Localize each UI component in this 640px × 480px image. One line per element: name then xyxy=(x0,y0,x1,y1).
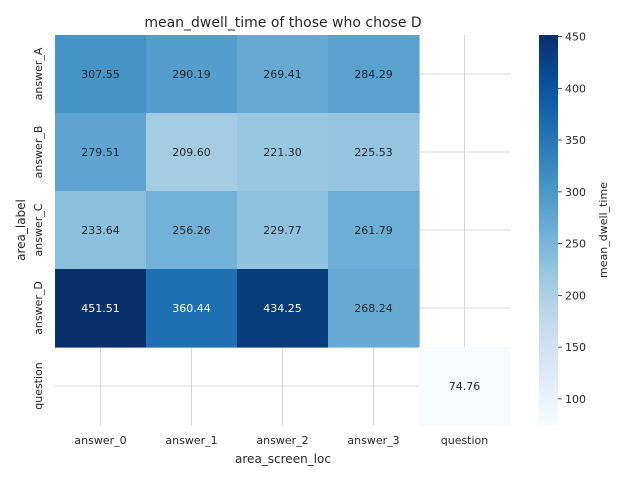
heatmap-cell xyxy=(146,35,238,114)
cell-value-label: 74.76 xyxy=(449,380,481,393)
heatmap-cell xyxy=(237,113,329,192)
x-tick-label: answer_2 xyxy=(256,434,308,447)
cell-value-label: 225.53 xyxy=(354,146,393,159)
heatmap-cell xyxy=(328,35,420,114)
colorbar-tick-label: 350 xyxy=(565,134,586,147)
heatmap-cell xyxy=(55,269,147,348)
cell-value-label: 229.77 xyxy=(263,224,302,237)
colorbar-label: mean_dwell_time xyxy=(597,182,610,278)
colorbar-tick-label: 200 xyxy=(565,289,586,302)
heatmap-cell xyxy=(237,35,329,114)
y-tick-label: question xyxy=(32,362,45,410)
heatmap-cell xyxy=(328,113,420,192)
cell-value-label: 209.60 xyxy=(172,146,211,159)
colorbar xyxy=(539,35,558,425)
cell-value-label: 284.29 xyxy=(354,68,393,81)
colorbar-tick-label: 250 xyxy=(565,238,586,251)
cell-value-label: 279.51 xyxy=(81,146,120,159)
heatmap-cell xyxy=(237,191,329,270)
heatmap-cell xyxy=(328,191,420,270)
y-tick-label: answer_A xyxy=(32,47,45,100)
heatmap-cell xyxy=(419,347,511,426)
cell-value-label: 307.55 xyxy=(81,68,120,81)
cell-value-label: 269.41 xyxy=(263,68,302,81)
heatmap-cell xyxy=(55,35,147,114)
cell-value-label: 434.25 xyxy=(263,302,302,315)
heatmap-cell xyxy=(146,269,238,348)
colorbar-tick-label: 450 xyxy=(565,31,586,44)
cell-value-labels: 307.55 290.19 269.41 284.29 279.51 209.60 221.… xyxy=(81,68,480,393)
cell-value-label: 268.24 xyxy=(354,302,393,315)
colorbar-tick-label: 100 xyxy=(565,393,586,406)
x-tick-labels: answer_0 answer_1 answer_2 answer_3 question xyxy=(74,434,488,447)
colorbar-tick-label: 400 xyxy=(565,82,586,95)
y-tick-label: answer_B xyxy=(32,126,45,179)
chart-title: mean_dwell_time of those who chose D xyxy=(144,15,421,31)
heatmap-cell xyxy=(237,269,329,348)
cell-value-label: 290.19 xyxy=(172,68,211,81)
colorbar-tick-label: 300 xyxy=(565,186,586,199)
heatmap-cell xyxy=(55,191,147,270)
cell-value-label: 360.44 xyxy=(172,302,211,315)
cell-value-label: 233.64 xyxy=(81,224,120,237)
colorbar-tick-label: 150 xyxy=(565,341,586,354)
y-tick-label: answer_C xyxy=(32,203,45,256)
cell-value-label: 261.79 xyxy=(354,224,393,237)
cell-value-label: 221.30 xyxy=(263,146,302,159)
x-tick-label: answer_3 xyxy=(347,434,399,447)
y-tick-label: answer_D xyxy=(32,281,45,335)
heatmap-cells xyxy=(55,35,511,426)
cell-value-label: 256.26 xyxy=(172,224,211,237)
colorbar-ticks: 100 150 200 250 300 350 400 450 xyxy=(558,31,586,406)
heatmap-cell xyxy=(328,269,420,348)
heatmap-cell xyxy=(146,191,238,270)
heatmap-cell xyxy=(146,113,238,192)
x-tick-label: answer_0 xyxy=(74,434,126,447)
x-tick-label: answer_1 xyxy=(165,434,217,447)
y-axis-label: area_label xyxy=(14,199,28,261)
y-tick-labels: answer_A answer_B answer_C answer_D question xyxy=(32,47,45,410)
cell-value-label: 451.51 xyxy=(81,302,120,315)
x-axis-label: area_screen_loc xyxy=(235,452,331,466)
heatmap-cell xyxy=(55,113,147,192)
x-tick-label: question xyxy=(441,434,489,447)
